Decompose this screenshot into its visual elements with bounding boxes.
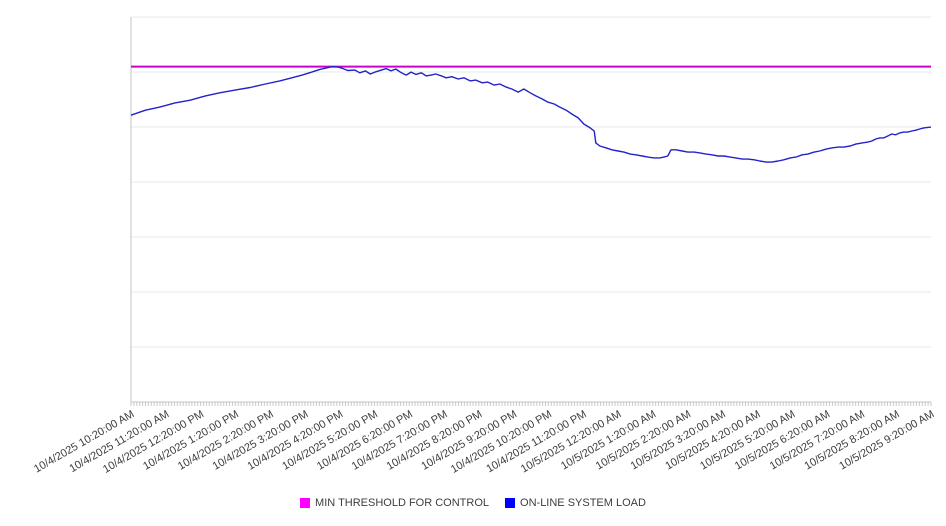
legend-label-online-system-load: ON-LINE SYSTEM LOAD (520, 497, 646, 509)
min-threshold-swatch-icon (300, 498, 311, 508)
legend-label-min-threshold: MIN THRESHOLD FOR CONTROL (315, 497, 490, 509)
online-system-load-line (130, 65, 932, 163)
online-system-load-swatch-icon (505, 498, 516, 508)
legend-item-online-system-load[interactable]: ON-LINE SYSTEM LOAD (505, 497, 646, 509)
legend-item-min-threshold[interactable]: MIN THRESHOLD FOR CONTROL (300, 497, 489, 509)
chart-legend: MIN THRESHOLD FOR CONTROL ON-LINE SYSTEM… (0, 497, 946, 509)
